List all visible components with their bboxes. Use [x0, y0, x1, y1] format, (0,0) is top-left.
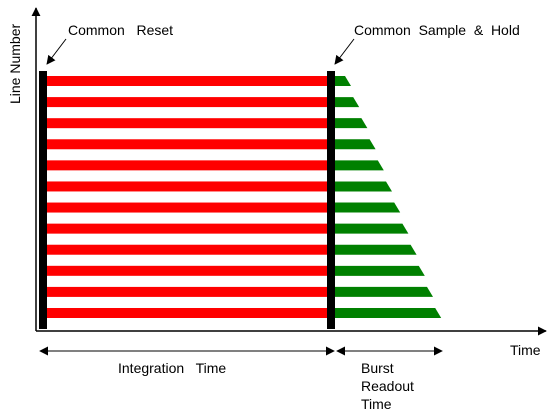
common-reset-bar — [39, 71, 47, 329]
burst-label-line1: Burst — [361, 360, 394, 376]
readout-line-11 — [333, 286, 433, 297]
integration-line-5 — [44, 160, 333, 171]
integration-line-6 — [44, 181, 333, 192]
integration-line-11 — [44, 286, 333, 297]
integration-line-4 — [44, 139, 333, 150]
readout-line-1 — [333, 76, 351, 86]
readout-line-12 — [333, 308, 442, 318]
integration-line-2 — [44, 97, 333, 108]
reset-label: Common Reset — [68, 22, 173, 38]
integration-line-12 — [44, 308, 333, 318]
readout-line-6 — [333, 181, 392, 192]
integration-line-9 — [44, 244, 333, 255]
line-bars — [44, 76, 442, 318]
common-sample-hold-bar — [327, 71, 335, 329]
burst-label-line2: Readout — [361, 378, 414, 394]
readout-line-3 — [333, 118, 368, 129]
readout-line-9 — [333, 244, 417, 255]
readout-line-8 — [333, 223, 409, 234]
integration-line-3 — [44, 118, 333, 129]
readout-line-7 — [333, 202, 401, 213]
integration-line-10 — [44, 265, 333, 276]
burst-label-line3: Time — [361, 396, 392, 412]
integration-line-7 — [44, 202, 333, 213]
readout-line-4 — [333, 139, 376, 150]
integration-line-8 — [44, 223, 333, 234]
readout-line-10 — [333, 265, 425, 276]
readout-line-2 — [333, 97, 360, 108]
y-axis-label: Line Number — [7, 24, 23, 104]
sample-hold-pointer — [334, 38, 355, 65]
sample-hold-label: Common Sample & Hold — [354, 22, 520, 38]
integration-line-1 — [44, 76, 333, 86]
readout-line-5 — [333, 160, 384, 171]
x-axis-label: Time — [510, 342, 541, 358]
reset-pointer — [46, 38, 67, 65]
integration-time-label: Integration Time — [118, 360, 226, 376]
